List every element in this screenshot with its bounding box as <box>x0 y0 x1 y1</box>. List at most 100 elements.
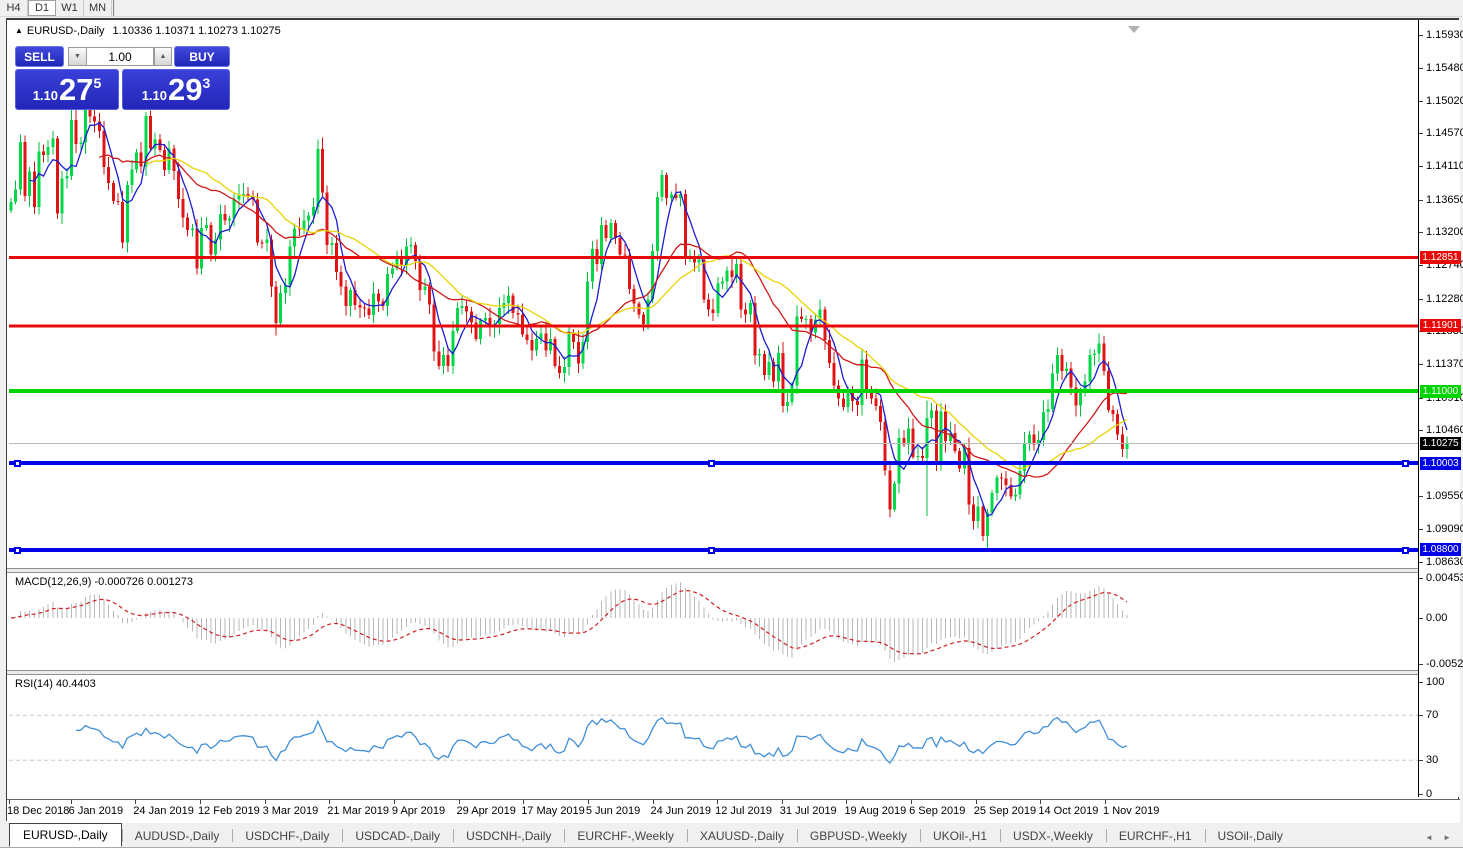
buy-price-display[interactable]: 1.10 29 3 <box>122 69 230 110</box>
volume-input[interactable] <box>86 47 154 66</box>
sell-button[interactable]: SELL <box>15 46 64 67</box>
price-tick <box>1419 430 1423 432</box>
date-axis[interactable]: 18 Dec 2018 6 Jan 2019 24 Jan 2019 12 Feb 2… <box>7 799 1460 823</box>
buy-price-pip: 3 <box>202 74 211 91</box>
macd-panel[interactable]: MACD(12,26,9) -0.000726 0.001273 <box>9 573 1418 670</box>
chart-tab-gbpusd-weekly[interactable]: GBPUSD-,Weekly <box>796 825 920 847</box>
date-axis-label: 12 Jul 2019 <box>715 805 773 817</box>
main-chart-panel[interactable]: ▲ EURUSD-,Daily 1.10336 1.10371 1.10273 1.… <box>9 22 1418 568</box>
price-tick <box>1419 232 1423 234</box>
chart-tab-usdx-weekly[interactable]: USDX-,Weekly <box>1000 825 1106 847</box>
price-axis[interactable]: 1.15930 1.15480 1.15020 1.14570 1.14110 1.136… <box>1418 20 1463 800</box>
date-axis-label: 19 Aug 2019 <box>844 805 907 817</box>
chart-tab-usdcnh-daily[interactable]: USDCNH-,Daily <box>453 825 564 847</box>
buy-price-prefix: 1.10 <box>141 88 168 103</box>
rsi-tick <box>1419 794 1423 795</box>
rsi-axis-label: 30 <box>1426 754 1439 767</box>
date-tick <box>587 800 589 804</box>
price-axis-label: 1.13650 <box>1426 193 1463 206</box>
collapse-panel-icon[interactable]: ▲ <box>15 26 23 35</box>
price-axis-label: 1.15020 <box>1426 94 1463 107</box>
macd-tick <box>1419 577 1423 579</box>
price-tick <box>1419 67 1423 69</box>
tab-scroll-arrows[interactable]: ◄ ► <box>1424 833 1455 842</box>
date-tick <box>1105 800 1107 804</box>
chart-window: ▲ EURUSD-,Daily 1.10336 1.10371 1.10273 1.… <box>6 18 1463 823</box>
date-tick <box>70 800 72 804</box>
timeframe-button-d1[interactable]: D1 <box>28 0 56 16</box>
buy-button[interactable]: BUY <box>174 46 230 67</box>
level-price-tag: 1.10003 <box>1420 456 1461 470</box>
rsi-tick <box>1419 715 1423 717</box>
chart-tab-ukoil-h1[interactable]: UKOil-,H1 <box>920 825 1000 847</box>
chart-tab-eurchf-weekly[interactable]: EURCHF-,Weekly <box>564 825 686 847</box>
chart-tab-xauusd-daily[interactable]: XAUUSD-,Daily <box>686 825 797 847</box>
macd-tick <box>1419 664 1423 666</box>
date-tick <box>264 800 266 804</box>
volume-decrease-button[interactable]: ▼ <box>68 47 86 66</box>
panel-splitter[interactable] <box>7 670 1460 675</box>
date-axis-label: 31 Jul 2019 <box>779 805 837 817</box>
date-tick <box>717 800 719 804</box>
chart-symbol-label: EURUSD-,Daily <box>26 25 105 37</box>
sell-price-display[interactable]: 1.10 27 5 <box>15 69 119 110</box>
rsi-chart <box>9 714 1418 765</box>
chart-tab-audusd-daily[interactable]: AUDUSD-,Daily <box>121 825 233 847</box>
chart-tab-usoil-daily[interactable]: USOil-,Daily <box>1204 825 1296 847</box>
date-axis-label: 9 Apr 2019 <box>391 805 446 817</box>
date-axis-label: 18 Dec 2018 <box>7 805 70 817</box>
date-tick <box>9 800 10 804</box>
price-tick <box>1419 495 1423 497</box>
scroll-to-end-icon[interactable] <box>1128 26 1140 33</box>
date-tick <box>1040 800 1042 804</box>
date-axis-label: 1 Nov 2019 <box>1103 805 1160 817</box>
price-tick <box>1419 35 1423 36</box>
chart-tab-usdchf-daily[interactable]: USDCHF-,Daily <box>232 825 342 847</box>
chart-tab-eurusd-daily[interactable]: EURUSD-,Daily <box>9 823 122 847</box>
date-axis-label: 24 Jun 2019 <box>650 805 712 817</box>
date-tick <box>846 800 848 804</box>
sell-price-main: 27 <box>59 71 94 107</box>
price-axis-label: 1.14110 <box>1426 160 1463 173</box>
sell-price-prefix: 1.10 <box>32 88 59 103</box>
date-tick <box>329 800 331 804</box>
level-price-tag: 1.11901 <box>1420 319 1461 333</box>
buy-price-main: 29 <box>168 71 203 107</box>
macd-tick <box>1419 617 1423 619</box>
price-tick <box>1419 364 1423 366</box>
chart-title: ▲ EURUSD-,Daily 1.10336 1.10371 1.10273 1.… <box>15 25 281 37</box>
timeframe-button-mn[interactable]: MN <box>84 0 112 16</box>
rsi-tick <box>1419 681 1423 683</box>
date-axis-label: 25 Sep 2019 <box>973 805 1037 817</box>
level-price-tag: 1.08800 <box>1420 543 1461 557</box>
date-axis-label: 14 Oct 2019 <box>1038 805 1099 817</box>
date-axis-label: 3 Mar 2019 <box>262 805 319 817</box>
price-axis-label: 1.15930 <box>1426 29 1463 41</box>
date-axis-label: 12 Feb 2019 <box>197 805 260 817</box>
chart-tab-eurchf-h1[interactable]: EURCHF-,H1 <box>1105 825 1205 847</box>
date-tick <box>393 800 395 804</box>
level-price-tag: 1.12851 <box>1420 250 1461 264</box>
price-tick <box>1419 562 1423 564</box>
price-axis-label: 1.14570 <box>1426 127 1463 140</box>
chart-tab-usdcad-daily[interactable]: USDCAD-,Daily <box>342 825 453 847</box>
panel-splitter[interactable] <box>7 568 1460 573</box>
rsi-tick <box>1419 760 1423 762</box>
date-axis-label: 6 Jan 2019 <box>68 805 124 817</box>
timeframe-button-w1[interactable]: W1 <box>56 0 84 16</box>
volume-increase-button[interactable]: ▲ <box>154 47 172 66</box>
price-axis-label: 1.08630 <box>1426 556 1463 569</box>
macd-chart <box>10 582 1128 663</box>
date-tick <box>975 800 977 804</box>
date-axis-label: 17 May 2019 <box>521 805 585 817</box>
date-tick <box>781 800 783 804</box>
price-axis-label: 1.09090 <box>1426 523 1463 535</box>
current-price-tag: 1.10275 <box>1420 436 1461 450</box>
timeframe-button-h4[interactable]: H4 <box>0 0 28 16</box>
date-axis-label: 5 Jun 2019 <box>585 805 641 817</box>
rsi-panel[interactable]: RSI(14) 40.4403 <box>9 675 1418 797</box>
price-tick <box>1419 265 1423 267</box>
date-tick <box>135 800 137 804</box>
price-tick <box>1419 133 1423 135</box>
date-axis-label: 29 Apr 2019 <box>456 805 516 817</box>
